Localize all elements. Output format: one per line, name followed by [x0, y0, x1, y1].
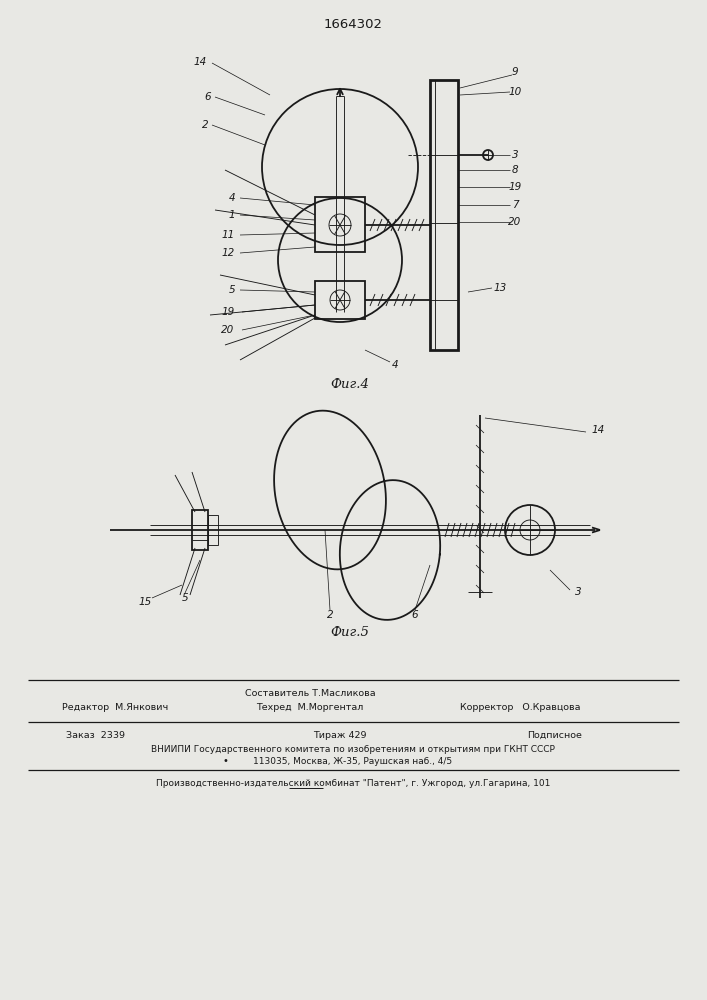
Text: Фиг.4: Фиг.4: [331, 378, 370, 391]
Text: Тираж 429: Тираж 429: [313, 730, 367, 740]
Text: 14: 14: [591, 425, 604, 435]
Bar: [192, 510, 208, 550]
Bar: [315, 281, 365, 319]
Text: 8: 8: [512, 165, 518, 175]
Text: 113035, Москва, Ж-35, Раушская наб., 4/5: 113035, Москва, Ж-35, Раушская наб., 4/5: [253, 756, 452, 766]
Text: 19: 19: [221, 307, 235, 317]
Text: Заказ  2339: Заказ 2339: [66, 730, 124, 740]
Bar: [208, 515, 218, 545]
Text: 14: 14: [194, 57, 206, 67]
Text: •: •: [222, 756, 228, 766]
Text: 13: 13: [493, 283, 507, 293]
Text: 20: 20: [508, 217, 522, 227]
Text: 9: 9: [512, 67, 518, 77]
Text: 1: 1: [228, 210, 235, 220]
Text: 5: 5: [228, 285, 235, 295]
Text: Подписное: Подписное: [527, 730, 583, 740]
Text: ВНИИПИ Государственного комитета по изобретениям и открытиям при ГКНТ СССР: ВНИИПИ Государственного комитета по изоб…: [151, 744, 555, 754]
Text: 1664302: 1664302: [324, 18, 382, 31]
Text: Корректор   О.Кравцова: Корректор О.Кравцова: [460, 702, 580, 712]
Text: 3: 3: [512, 150, 518, 160]
Bar: [430, 80, 458, 350]
Text: 2: 2: [201, 120, 209, 130]
Text: Редактор  М.Янкович: Редактор М.Янкович: [62, 702, 168, 712]
Text: Производственно-издательский комбинат "Патент", г. Ужгород, ул.Гагарина, 101: Производственно-издательский комбинат "П…: [156, 780, 550, 788]
Text: 2: 2: [327, 610, 333, 620]
Text: 4: 4: [392, 360, 398, 370]
Text: Техред  М.Моргентал: Техред М.Моргентал: [257, 702, 363, 712]
Bar: [315, 197, 365, 252]
Text: Составитель Т.Масликова: Составитель Т.Масликова: [245, 690, 375, 698]
Text: 3: 3: [575, 587, 581, 597]
Text: 12: 12: [221, 248, 235, 258]
Text: 15: 15: [139, 597, 151, 607]
Text: 20: 20: [221, 325, 235, 335]
Text: 19: 19: [508, 182, 522, 192]
Text: Фиг.5: Фиг.5: [331, 626, 370, 639]
Text: 10: 10: [508, 87, 522, 97]
Text: 11: 11: [221, 230, 235, 240]
Text: 6: 6: [205, 92, 211, 102]
Text: 7: 7: [512, 200, 518, 210]
Text: 6: 6: [411, 610, 419, 620]
Text: 4: 4: [228, 193, 235, 203]
Text: 5: 5: [182, 593, 188, 603]
